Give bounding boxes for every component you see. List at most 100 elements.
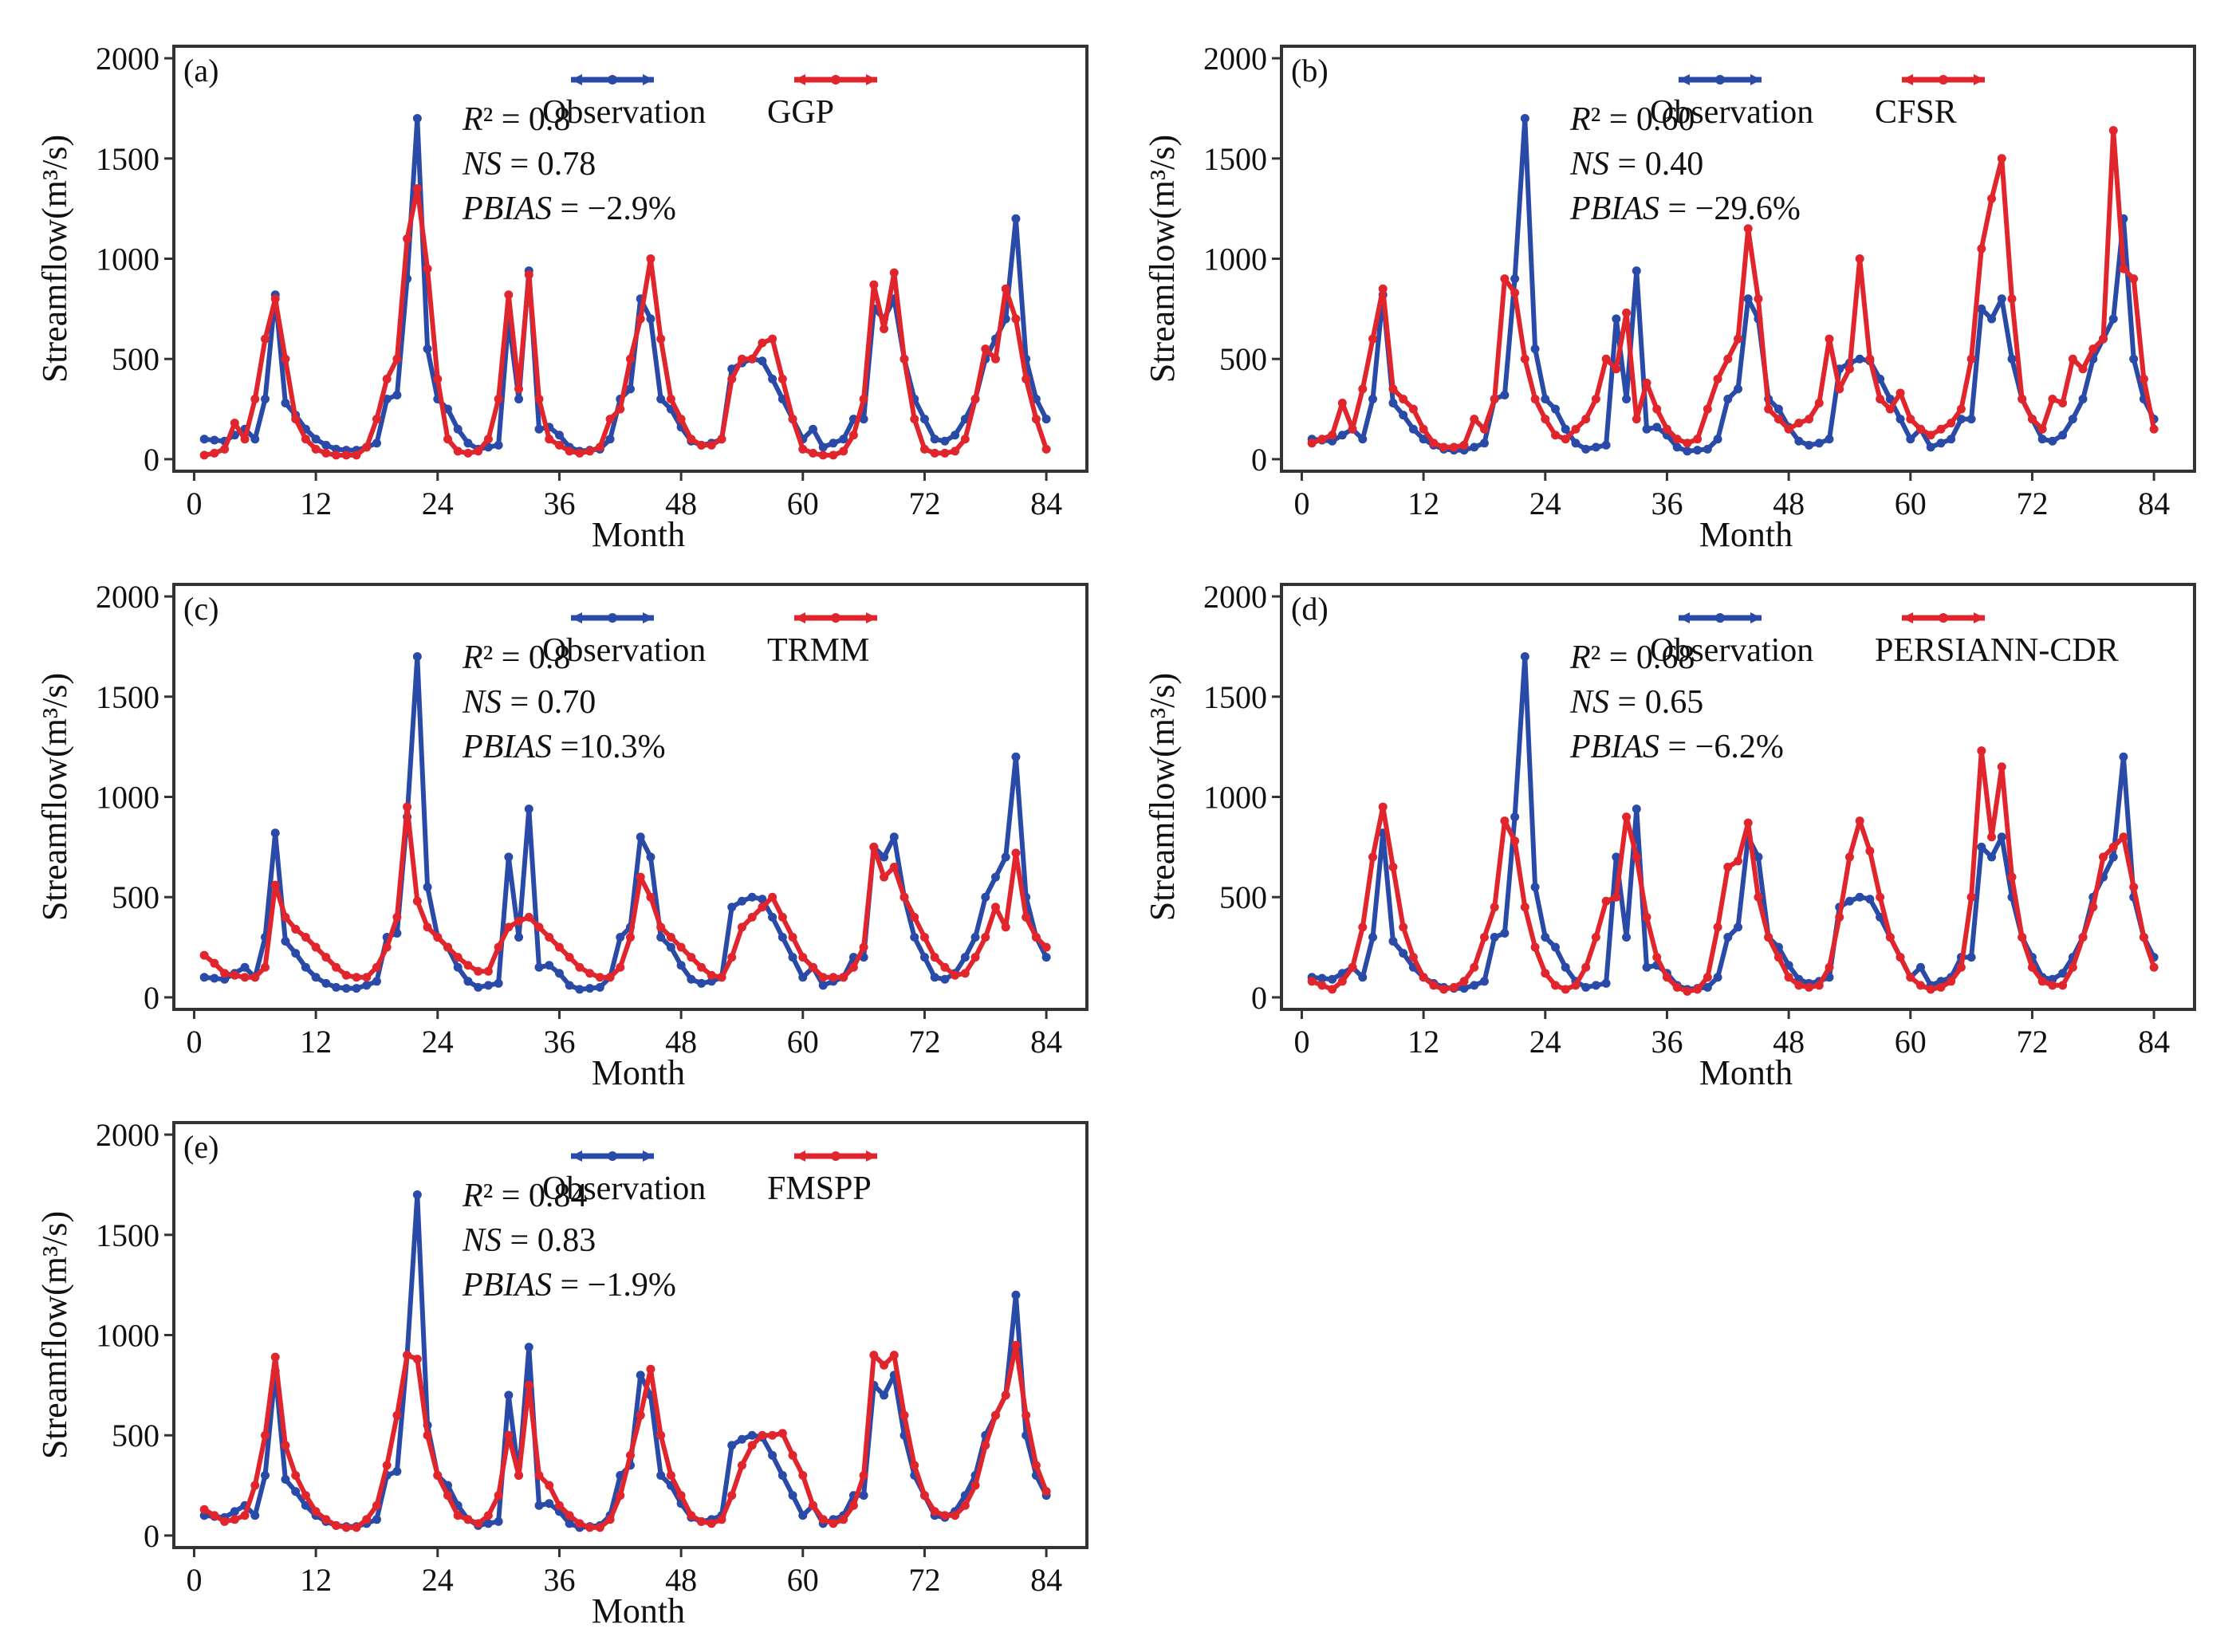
data-point <box>1987 194 1997 203</box>
x-tick-label: 60 <box>787 486 819 521</box>
data-point <box>332 450 341 460</box>
legend-label-observation: Observation <box>1650 94 1813 131</box>
data-point <box>433 1470 443 1480</box>
data-point <box>1642 378 1651 387</box>
data-point <box>230 970 239 980</box>
data-point <box>2119 264 2128 273</box>
data-point <box>210 435 219 445</box>
x-tick-label: 60 <box>1895 486 1927 521</box>
data-point <box>910 932 919 942</box>
data-point <box>798 953 808 962</box>
data-point <box>747 1430 757 1440</box>
data-point <box>1693 446 1703 455</box>
data-point <box>697 978 707 988</box>
data-point <box>758 1430 767 1440</box>
data-point <box>1885 404 1895 414</box>
data-point <box>1966 953 1976 962</box>
data-point <box>1449 982 1459 992</box>
data-point <box>737 1434 746 1444</box>
data-point <box>656 932 666 942</box>
data-point <box>1500 928 1510 938</box>
data-point <box>199 950 209 960</box>
data-point <box>666 932 675 942</box>
data-point <box>687 953 696 962</box>
x-tick-label: 60 <box>787 1562 819 1598</box>
y-axis-label: Streamflow(m³/s) <box>1143 135 1182 383</box>
data-point <box>1399 394 1408 403</box>
y-tick-label: 500 <box>112 1418 159 1453</box>
data-point <box>981 932 990 942</box>
data-point <box>616 962 625 972</box>
data-point <box>1713 374 1722 384</box>
data-point <box>747 892 757 902</box>
data-point <box>960 969 970 978</box>
data-point <box>919 1491 929 1501</box>
data-point <box>1906 435 1915 444</box>
data-point <box>534 394 544 403</box>
data-point <box>1835 384 1844 394</box>
x-axis-label: Month <box>592 1591 685 1630</box>
x-tick-label: 36 <box>543 486 575 521</box>
data-point <box>1591 394 1600 403</box>
series-line-model <box>202 1343 1049 1530</box>
legend-arrow-right <box>866 1150 877 1162</box>
data-point <box>605 415 615 424</box>
data-point <box>788 932 797 942</box>
data-point <box>960 953 970 962</box>
data-point <box>1490 394 1499 403</box>
legend-label-model: PERSIANN-CDR <box>1875 632 2119 669</box>
data-point <box>777 374 787 384</box>
legend-arrow-right <box>866 74 877 85</box>
data-point <box>1031 1461 1041 1470</box>
r2-stat: R² = 0.8 <box>462 101 570 138</box>
y-tick-label: 0 <box>144 980 159 1016</box>
data-point <box>1307 977 1317 986</box>
data-point <box>412 1355 422 1364</box>
data-point <box>1520 652 1529 662</box>
data-point <box>991 354 1000 364</box>
data-point <box>270 880 280 890</box>
panel-label: (c) <box>183 591 218 627</box>
data-point <box>1906 415 1915 424</box>
data-point <box>1743 224 1753 234</box>
data-point <box>798 973 808 982</box>
data-point <box>1956 962 1966 972</box>
data-point <box>1041 942 1051 952</box>
data-point <box>1317 974 1327 983</box>
data-point <box>656 394 666 403</box>
data-point <box>1916 424 1925 434</box>
data-point <box>2088 344 2098 354</box>
data-point <box>524 912 533 922</box>
data-point <box>930 448 939 458</box>
data-point <box>230 419 239 428</box>
data-point <box>2037 977 2047 986</box>
data-point <box>1479 932 1489 942</box>
data-point <box>1490 932 1499 942</box>
data-point <box>1997 832 2006 842</box>
data-point <box>332 982 341 992</box>
data-point <box>585 446 595 456</box>
data-point <box>1317 435 1327 444</box>
data-point <box>1500 274 1510 284</box>
data-point <box>1622 308 1632 317</box>
data-point <box>981 892 990 902</box>
data-point <box>412 896 422 906</box>
data-point <box>1683 446 1692 456</box>
data-point <box>919 415 929 424</box>
data-point <box>880 852 889 862</box>
data-point <box>960 1501 970 1510</box>
data-point <box>1632 852 1641 862</box>
data-point <box>270 294 280 304</box>
legend-arrow-left <box>794 74 805 85</box>
data-point <box>930 973 939 982</box>
x-tick-label: 24 <box>422 1024 454 1060</box>
data-point <box>220 969 230 978</box>
data-point <box>747 354 757 364</box>
data-point <box>443 1491 452 1501</box>
data-point <box>646 1364 655 1374</box>
data-point <box>777 1429 787 1438</box>
data-point <box>382 1461 392 1470</box>
data-point <box>2027 415 2037 424</box>
data-point <box>798 1470 808 1480</box>
data-point <box>311 942 321 952</box>
